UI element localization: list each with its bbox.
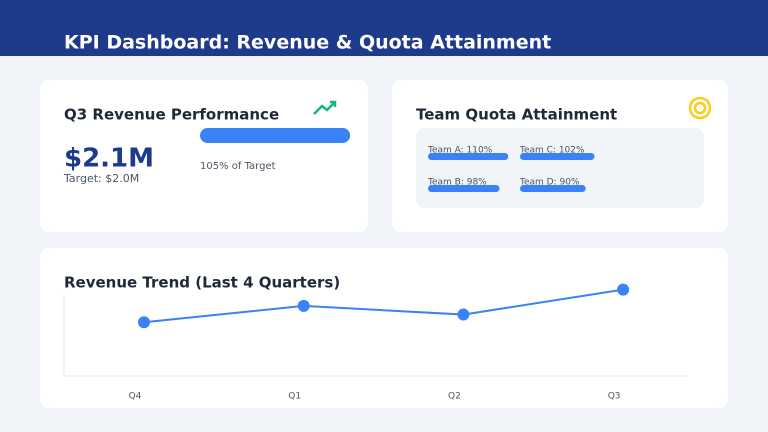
target-icon <box>688 96 712 120</box>
chart-title: Revenue Trend (Last 4 Quarters) <box>64 274 340 292</box>
x-tick-label: Q3 <box>608 392 621 402</box>
trend-icon <box>313 101 336 115</box>
x-tick-label: Q1 <box>288 392 301 402</box>
data-point <box>297 299 310 312</box>
quota-label: Team D: 90% <box>519 178 580 188</box>
progress-bar <box>200 128 351 143</box>
revenue-value: $2.1M <box>64 144 154 174</box>
quota-panel <box>416 128 704 208</box>
quota-label: Team C: 102% <box>519 146 585 156</box>
quota-bar <box>520 185 586 192</box>
header-title: KPI Dashboard: Revenue & Quota Attainmen… <box>64 32 551 54</box>
x-tick-label: Q2 <box>448 392 461 402</box>
trend-card <box>40 248 728 408</box>
quota-bar <box>428 185 500 192</box>
x-tick-label: Q4 <box>129 392 142 402</box>
data-point <box>457 308 470 321</box>
target-icon-inner <box>693 101 707 115</box>
revenue-card <box>40 80 368 232</box>
quota-label: Team B: 98% <box>427 178 487 188</box>
header-bar <box>0 0 768 56</box>
trend-icon-arrow <box>330 100 337 107</box>
data-point <box>138 316 150 329</box>
revenue-target: Target: $2.0M <box>63 172 139 185</box>
data-point <box>617 283 630 296</box>
card-title: Team Quota Attainment <box>416 106 617 124</box>
quota-bar <box>520 153 595 160</box>
trend-line <box>143 288 624 324</box>
progress-label: 105% of Target <box>200 161 276 172</box>
quota-bar <box>428 153 509 160</box>
card-title: Q3 Revenue Performance <box>64 106 279 124</box>
quota-label: Team A: 110% <box>427 146 493 156</box>
